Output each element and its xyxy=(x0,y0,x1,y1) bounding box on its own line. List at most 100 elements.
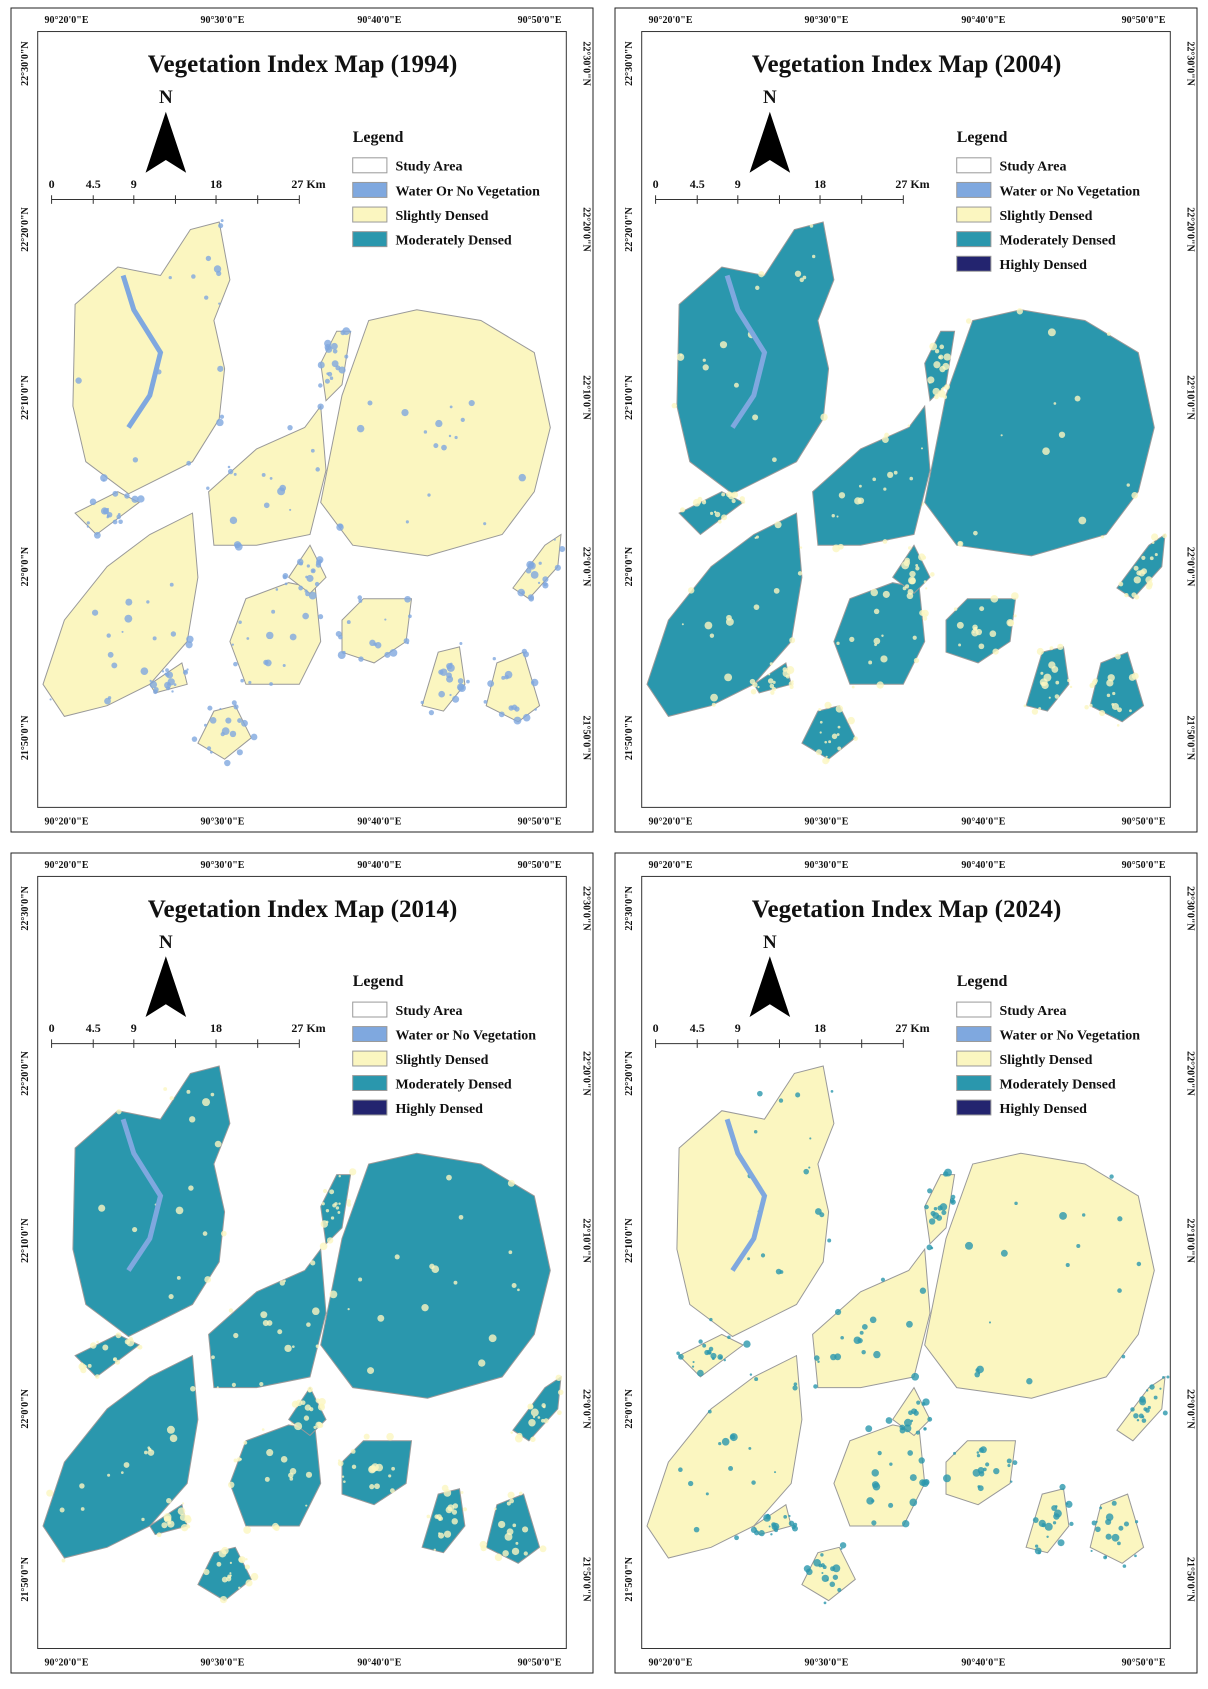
vegetation-patch xyxy=(1163,1411,1168,1416)
vegetation-patch xyxy=(911,1373,919,1381)
latitude-label: 22°30'0"N xyxy=(580,41,591,86)
vegetation-patch xyxy=(466,680,470,684)
vegetation-patch xyxy=(238,621,241,624)
vegetation-patch xyxy=(463,1507,467,1511)
vegetation-patch xyxy=(951,1201,953,1203)
vegetation-patch xyxy=(754,1377,758,1381)
vegetation-patch xyxy=(835,1309,841,1315)
vegetation-patch xyxy=(953,1452,956,1455)
vegetation-patch xyxy=(504,675,509,680)
latitude-label: 21°50'0"N xyxy=(624,1556,635,1601)
vegetation-patch xyxy=(508,1180,515,1187)
vegetation-patch xyxy=(304,1415,309,1420)
scale-label: 27 Km xyxy=(895,1021,929,1035)
vegetation-patch xyxy=(207,746,211,750)
vegetation-patch xyxy=(112,491,118,497)
vegetation-patch xyxy=(820,413,827,420)
vegetation-patch xyxy=(783,1515,787,1519)
vegetation-patch xyxy=(758,271,764,277)
vegetation-patch xyxy=(942,363,949,370)
vegetation-patch xyxy=(1053,1513,1059,1519)
vegetation-patch xyxy=(838,544,844,550)
vegetation-patch xyxy=(734,1535,739,1540)
vegetation-patch xyxy=(144,1451,148,1455)
vegetation-patch xyxy=(60,1508,65,1513)
latitude-label: 22°30'0"N xyxy=(624,41,635,86)
vegetation-patch xyxy=(182,1502,184,1504)
vegetation-patch xyxy=(230,1562,232,1564)
vegetation-patch xyxy=(924,1428,926,1430)
vegetation-patch xyxy=(334,1202,337,1205)
vegetation-patch xyxy=(189,1116,195,1122)
vegetation-patch xyxy=(384,652,390,658)
vegetation-patch xyxy=(1123,1564,1127,1568)
vegetation-patch xyxy=(871,1499,874,1502)
vegetation-patch xyxy=(761,1253,765,1257)
map-title: Vegetation Index Map (2024) xyxy=(752,896,1062,923)
vegetation-patch xyxy=(233,662,238,667)
vegetation-patch xyxy=(538,1416,541,1419)
vegetation-patch xyxy=(871,589,878,596)
vegetation-patch xyxy=(1017,308,1023,314)
vegetation-patch xyxy=(1055,694,1060,699)
figure: Vegetation Index Map (1994)N04.591827 Km… xyxy=(0,0,1208,1689)
vegetation-patch xyxy=(886,1417,893,1424)
vegetation-patch xyxy=(770,662,773,665)
latitude-label: 22°20'0"N xyxy=(580,1051,591,1096)
legend-label: Moderately Densed xyxy=(999,1077,1115,1092)
vegetation-patch xyxy=(925,587,927,589)
legend-swatch xyxy=(353,207,387,222)
vegetation-patch xyxy=(810,224,814,228)
vegetation-patch xyxy=(820,1553,823,1556)
vegetation-patch xyxy=(186,1090,190,1094)
vegetation-patch xyxy=(957,541,963,547)
vegetation-patch xyxy=(260,1311,267,1318)
vegetation-patch xyxy=(141,1518,144,1521)
vegetation-patch xyxy=(230,517,237,524)
vegetation-patch xyxy=(455,436,458,439)
vegetation-patch xyxy=(297,559,304,566)
vegetation-patch xyxy=(169,276,172,279)
vegetation-patch xyxy=(204,1276,211,1283)
vegetation-patch xyxy=(924,580,927,583)
longitude-label: 90°40'0"E xyxy=(961,860,1005,871)
vegetation-patch xyxy=(1011,592,1019,600)
vegetation-patch xyxy=(794,1382,798,1386)
vegetation-patch xyxy=(290,634,297,641)
vegetation-patch xyxy=(221,219,224,222)
vegetation-patch xyxy=(243,1441,247,1445)
vegetation-patch xyxy=(775,521,782,528)
legend-swatch xyxy=(353,1100,387,1115)
longitude-label: 90°30'0"E xyxy=(804,817,848,828)
longitude-label: 90°20'0"E xyxy=(45,1658,89,1669)
vegetation-patch xyxy=(517,589,525,597)
vegetation-patch xyxy=(202,1098,210,1106)
vegetation-patch xyxy=(375,1464,383,1472)
vegetation-patch xyxy=(336,1206,339,1209)
vegetation-patch xyxy=(1166,1375,1169,1378)
vegetation-patch xyxy=(478,1359,485,1366)
vegetation-patch xyxy=(404,638,410,644)
vegetation-patch xyxy=(241,720,248,727)
vegetation-patch xyxy=(1058,1539,1065,1546)
vegetation-patch xyxy=(312,569,315,572)
vegetation-patch xyxy=(220,415,224,419)
vegetation-patch xyxy=(312,1307,320,1315)
vegetation-patch xyxy=(331,343,338,350)
vegetation-patch xyxy=(706,1492,709,1495)
vegetation-patch xyxy=(883,539,888,544)
vegetation-patch xyxy=(108,652,114,658)
vegetation-patch xyxy=(878,1451,882,1455)
vegetation-patch xyxy=(374,1483,380,1489)
vegetation-patch xyxy=(449,435,451,437)
vegetation-patch xyxy=(215,1141,222,1148)
vegetation-patch xyxy=(211,1093,215,1097)
vegetation-patch xyxy=(429,1264,434,1269)
vegetation-patch xyxy=(316,560,321,565)
vegetation-patch xyxy=(1059,1484,1065,1490)
vegetation-patch xyxy=(826,756,828,758)
vegetation-patch xyxy=(1095,1526,1101,1532)
vegetation-patch xyxy=(469,400,475,406)
latitude-label: 22°0'0"N xyxy=(580,1389,591,1429)
vegetation-patch xyxy=(294,1422,302,1430)
